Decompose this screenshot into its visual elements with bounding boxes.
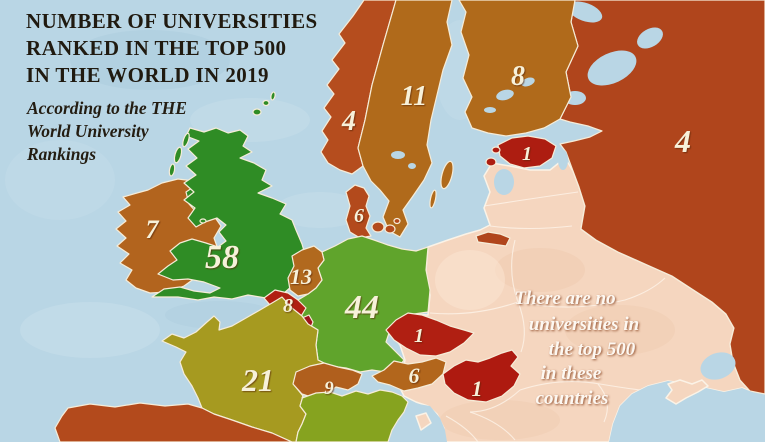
- black-sea: [609, 381, 765, 442]
- label-hungary: 1: [472, 376, 483, 401]
- country-value-labels: 58 7 4 11 8 4 1 6 13 8 44 21 9 6 1 1: [146, 61, 692, 401]
- map-title: NUMBER OF UNIVERSITIES RANKED IN THE TOP…: [26, 8, 318, 89]
- annotation-line-1: There are no: [514, 288, 616, 309]
- region-crimea: [665, 379, 709, 405]
- country-denmark: [345, 184, 401, 239]
- label-russia: 4: [674, 123, 691, 159]
- sea-of-azov: [700, 352, 736, 380]
- scottish-islands: [168, 91, 276, 224]
- label-uk: 58: [205, 239, 239, 276]
- country-italy: [295, 389, 409, 442]
- label-ireland: 7: [146, 215, 160, 244]
- label-norway: 4: [341, 106, 356, 137]
- label-belgium: 8: [283, 295, 293, 317]
- country-switzerland: [292, 362, 363, 399]
- country-austria: [371, 357, 447, 392]
- label-france: 21: [241, 362, 274, 398]
- label-austria: 6: [409, 363, 420, 388]
- country-uk: [151, 127, 311, 301]
- country-spain: [54, 402, 293, 442]
- label-denmark: 6: [354, 205, 364, 227]
- no-data-internal-borders: [429, 191, 666, 442]
- label-estonia: 1: [522, 143, 532, 165]
- gulf-of-riga: [494, 169, 514, 195]
- region-istria: [415, 412, 432, 431]
- country-netherlands: [287, 245, 325, 297]
- title-line-2: RANKED IN THE TOP 500: [26, 36, 287, 60]
- label-sweden: 11: [401, 81, 427, 112]
- country-hungary: [442, 349, 521, 403]
- annotation-line-2: universities in: [528, 314, 640, 335]
- finland-lakes: [484, 77, 535, 113]
- sweden-lakes: [391, 151, 416, 169]
- annotation-line-3: the top 500: [548, 339, 636, 360]
- country-estonia: [485, 135, 557, 169]
- annotation-line-4: in these: [540, 363, 602, 384]
- title-line-1: NUMBER OF UNIVERSITIES: [26, 9, 318, 33]
- label-finland: 8: [511, 61, 525, 92]
- annotation-line-5: countries: [535, 388, 609, 409]
- country-czechia: [385, 312, 475, 357]
- label-germany: 44: [344, 289, 379, 326]
- title-line-3: IN THE WORLD IN 2019: [26, 63, 269, 87]
- country-sweden: [357, 0, 453, 238]
- subtitle-line-1: According to the THE: [27, 98, 187, 118]
- country-kaliningrad: [475, 231, 511, 247]
- country-finland: [458, 0, 579, 137]
- label-czechia: 1: [414, 325, 424, 347]
- map-subtitle: According to the THE World University Ra…: [27, 97, 187, 166]
- subtitle-line-2: World University: [27, 121, 149, 141]
- russia-lakes: [558, 1, 663, 170]
- subtitle-line-3: Rankings: [27, 144, 97, 164]
- no-data-texture: [435, 248, 675, 440]
- label-switzerland: 9: [324, 378, 334, 399]
- baltic-islands: [429, 160, 454, 209]
- label-netherlands: 13: [290, 264, 312, 289]
